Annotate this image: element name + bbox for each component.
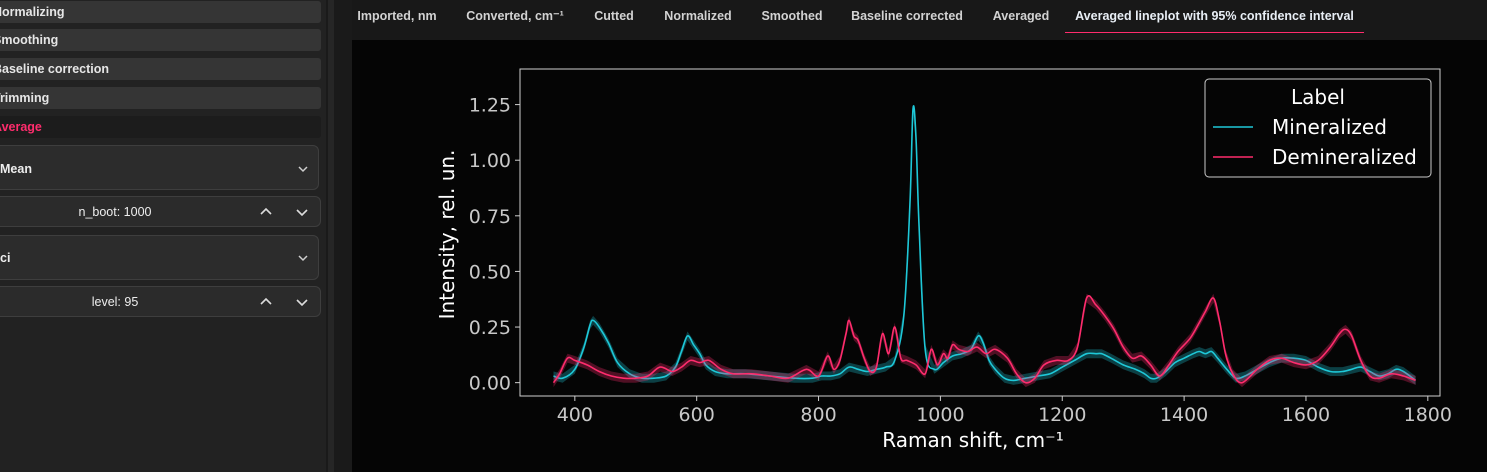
plot-frame — [519, 68, 1441, 397]
step-label: Smoothing — [0, 33, 59, 47]
y-axis-label: Intensity, rel. un. — [435, 150, 459, 320]
x-tick-label-1600: 1600 — [1282, 404, 1330, 426]
x-tick-label-1800: 1800 — [1404, 404, 1452, 426]
chevron-down-icon — [298, 166, 308, 173]
tab-smoothed[interactable]: Smoothed — [761, 9, 823, 23]
x-tick-label-1400: 1400 — [1160, 404, 1208, 426]
tab-bar: Imported, nm Converted, cm⁻¹ Cutted Norm… — [352, 0, 1487, 40]
step-baseline-correction[interactable]: Baseline correction — [0, 58, 321, 80]
legend-title: Label — [1291, 85, 1345, 109]
splitter[interactable] — [326, 0, 352, 472]
step-label: Baseline correction — [0, 62, 110, 76]
step-label: Average — [0, 120, 42, 134]
step-label: Trimming — [0, 91, 50, 105]
step-normalizing[interactable]: Normalizing — [0, 1, 321, 23]
tab-converted[interactable]: Converted, cm⁻¹ — [466, 9, 564, 23]
legend-label-mineralized: Mineralized — [1272, 115, 1387, 139]
tab-baseline-corrected[interactable]: Baseline corrected — [851, 9, 963, 23]
n-boot-spinbox[interactable]: n_boot: 1000 — [0, 196, 321, 227]
tab-averaged-lineplot-ci[interactable]: Averaged lineplot with 95% confidence in… — [1065, 0, 1364, 33]
estimator-value: Mean — [0, 162, 32, 176]
chevron-down-icon[interactable] — [293, 293, 311, 311]
step-average[interactable]: Average — [0, 116, 321, 138]
x-axis-label: Raman shift, cm⁻¹ — [882, 428, 1063, 452]
tab-averaged[interactable]: Averaged — [992, 9, 1050, 23]
y-tick-label-0: 0.00 — [469, 373, 511, 395]
legend-label-demineralized: Demineralized — [1272, 145, 1417, 169]
x-tick-label-400: 400 — [557, 404, 593, 426]
x-tick-label-800: 800 — [800, 404, 836, 426]
level-spinbox[interactable]: level: 95 — [0, 286, 321, 317]
chevron-up-icon[interactable] — [257, 203, 275, 221]
sidebar: Normalizing Smoothing Baseline correctio… — [0, 0, 333, 472]
series-line-mineralized — [553, 105, 1417, 382]
x-tick-label-1200: 1200 — [1038, 404, 1086, 426]
y-tick-label-1: 0.25 — [469, 317, 511, 339]
level-value: level: 95 — [91, 295, 139, 309]
series-line-demineralized — [552, 294, 1416, 384]
tab-cutted[interactable]: Cutted — [594, 9, 634, 23]
step-smoothing[interactable]: Smoothing — [0, 29, 321, 51]
y-tick-label-2: 0.50 — [469, 261, 511, 283]
y-tick-label-5: 1.25 — [469, 95, 511, 117]
step-label: Normalizing — [0, 5, 65, 19]
chevron-up-icon[interactable] — [257, 293, 275, 311]
errorbar-select[interactable]: ci — [0, 235, 319, 280]
chevron-down-icon — [298, 255, 308, 262]
step-trimming[interactable]: Trimming — [0, 87, 321, 109]
x-tick-label-600: 600 — [679, 404, 715, 426]
tab-normalized[interactable]: Normalized — [664, 9, 732, 23]
errorbar-value: ci — [0, 251, 11, 265]
ci-band-demineralized — [553, 293, 1416, 388]
spectra-chart: 400 600 800 1000 1200 1400 1600 1800 0.00 0.25 0.5… — [435, 68, 1452, 452]
x-tick-label-1000: 1000 — [916, 404, 964, 426]
splitter-handle[interactable] — [328, 0, 334, 472]
chevron-down-icon[interactable] — [293, 203, 311, 221]
y-tick-label-3: 0.75 — [469, 206, 511, 228]
y-tick-label-4: 1.00 — [469, 150, 511, 172]
estimator-select[interactable]: Mean — [0, 145, 319, 190]
legend-box — [1204, 78, 1432, 178]
n-boot-value: n_boot: 1000 — [78, 205, 152, 219]
tab-imported[interactable]: Imported, nm — [357, 9, 437, 23]
